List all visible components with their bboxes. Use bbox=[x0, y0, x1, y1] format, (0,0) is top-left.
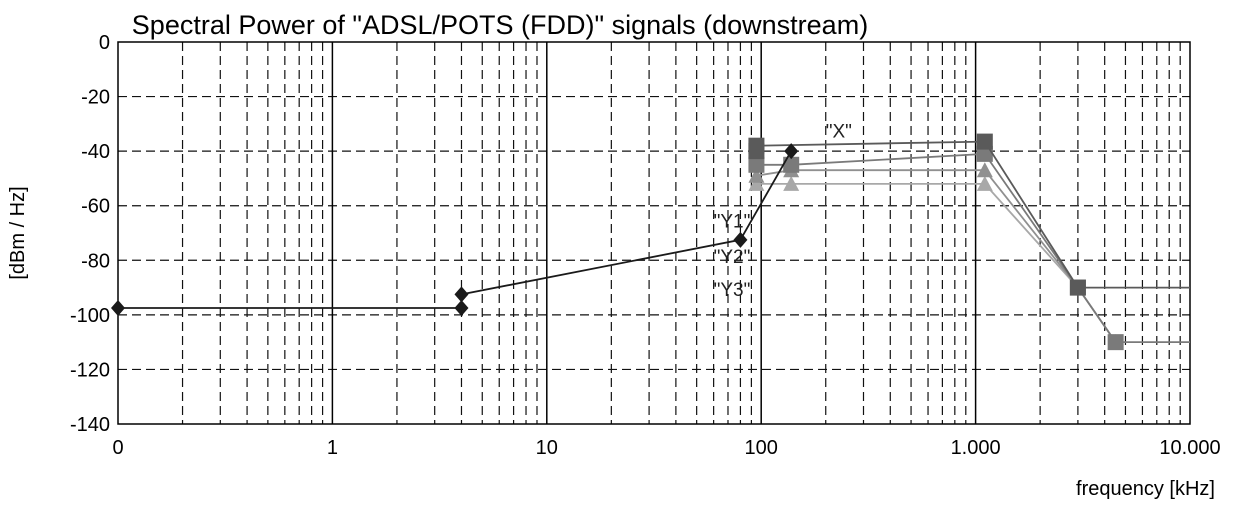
x-tick-label: 0 bbox=[112, 437, 123, 459]
data-point bbox=[976, 133, 993, 150]
series-path bbox=[118, 150, 792, 309]
series-line bbox=[111, 143, 799, 317]
series-annotation: "Y2" bbox=[714, 247, 751, 268]
data-point bbox=[1069, 279, 1086, 296]
x-tick-label: 10 bbox=[536, 437, 558, 459]
data-point bbox=[976, 145, 993, 162]
series-line bbox=[748, 162, 1124, 350]
data-point bbox=[111, 300, 125, 317]
x-axis-label: frequency [kHz] bbox=[1076, 478, 1215, 500]
data-point bbox=[733, 231, 748, 248]
data-point bbox=[748, 175, 765, 191]
y-axis-label: [dBm / Hz] bbox=[7, 186, 29, 279]
grid bbox=[118, 42, 1190, 424]
data-point bbox=[783, 156, 800, 173]
x-tick-label: 100 bbox=[745, 437, 778, 459]
x-tick-label: 1.000 bbox=[951, 437, 1001, 459]
y-tick-label: -140 bbox=[70, 414, 110, 436]
x-tick-label: 10.000 bbox=[1159, 437, 1220, 459]
y-tick-label: -20 bbox=[81, 87, 110, 109]
y-tick-label: -60 bbox=[81, 196, 110, 218]
data-point bbox=[976, 162, 993, 178]
data-point bbox=[748, 137, 765, 154]
y-tick-label: -40 bbox=[81, 141, 110, 163]
x-tick-label: 1 bbox=[327, 437, 338, 459]
series-line bbox=[748, 145, 1190, 351]
data-point bbox=[784, 143, 799, 160]
data-point bbox=[454, 300, 469, 317]
y-tick-label: -100 bbox=[70, 305, 110, 327]
chart-title: Spectral Power of "ADSL/POTS (FDD)" sign… bbox=[132, 10, 868, 40]
series-path bbox=[756, 169, 1117, 343]
series-layer bbox=[111, 133, 1190, 351]
series-annotation: "Y3" bbox=[714, 280, 751, 301]
data-point bbox=[454, 286, 469, 303]
data-point bbox=[748, 156, 765, 173]
plot-frame bbox=[117, 41, 1191, 425]
data-point bbox=[976, 175, 993, 191]
series-annotation: "Y1" bbox=[714, 212, 751, 233]
data-point bbox=[783, 175, 800, 191]
series-annotation: "X" bbox=[826, 122, 852, 143]
series-line bbox=[748, 175, 1124, 350]
y-tick-label: 0 bbox=[99, 32, 110, 54]
annotations-layer: "X" "Y1" "Y2" "Y3" bbox=[714, 122, 852, 301]
series-line bbox=[748, 133, 1190, 296]
y-axis: 0 -20 -40 -60 -80 -100 -120 -140 bbox=[70, 32, 110, 436]
x-axis: 0 1 10 100 1.000 10.000 bbox=[112, 437, 1220, 459]
y-tick-label: -80 bbox=[81, 250, 110, 272]
data-point bbox=[748, 167, 765, 183]
y-tick-label: -120 bbox=[70, 359, 110, 381]
data-point bbox=[1107, 334, 1124, 351]
